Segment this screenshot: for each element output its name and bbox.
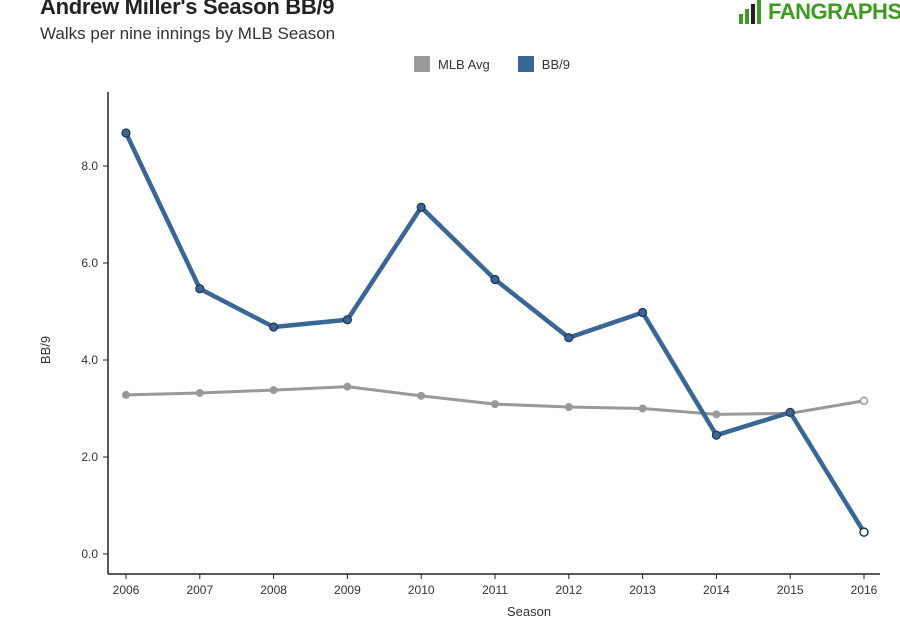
data-point-mlb-avg-2016[interactable] [859, 396, 869, 405]
data-point-bb9-2009[interactable] [342, 315, 352, 325]
y-tick-label: 8.0 [81, 159, 98, 173]
fangraphs-bars-icon [739, 0, 761, 24]
data-point-mlb-avg-2010[interactable] [417, 391, 426, 400]
data-point-mlb-avg-2008[interactable] [269, 386, 278, 395]
data-point-bb9-2010[interactable] [416, 202, 426, 212]
legend-label-bb9: BB/9 [541, 56, 570, 72]
legend-label-mlb-avg: MLB Avg [438, 56, 490, 72]
x-tick-label: 2006 [113, 583, 140, 597]
chart-legend: MLB Avg BB/9 [414, 56, 598, 72]
x-tick-label: 2015 [777, 583, 804, 597]
x-tick-label: 2009 [334, 583, 361, 597]
x-tick-label: 2014 [703, 583, 730, 597]
x-tick-label: 2016 [851, 583, 878, 597]
data-point-bb9-2013[interactable] [637, 307, 648, 318]
data-point-mlb-avg-2009[interactable] [343, 382, 352, 391]
x-tick-label: 2007 [186, 583, 213, 597]
y-tick-label: 0.0 [81, 547, 98, 561]
data-point-mlb-avg-2011[interactable] [491, 400, 499, 409]
data-point-bb9-2011[interactable] [490, 274, 500, 285]
chart-axes: 0.0 2.0 4.0 6.0 8.0 2006 2007 2008 2009 2010 2011 2… [38, 92, 880, 619]
x-tick-label: 2011 [482, 583, 508, 597]
data-point-bb9-2006[interactable] [121, 128, 131, 138]
y-axis-title: BB/9 [38, 336, 53, 364]
x-tick-label: 2010 [408, 583, 435, 597]
data-point-mlb-avg-2006[interactable] [122, 390, 130, 399]
data-point-mlb-avg-2012[interactable] [564, 403, 573, 412]
data-point-bb9-2008[interactable] [269, 322, 279, 332]
y-tick-label: 6.0 [81, 256, 98, 270]
data-point-bb9-2015[interactable] [785, 407, 795, 417]
data-point-mlb-avg-2007[interactable] [195, 388, 204, 397]
fangraphs-logo-text: FANGRAPHS [768, 0, 900, 24]
y-tick-label: 2.0 [81, 450, 98, 464]
data-point-mlb-avg-2013[interactable] [638, 404, 647, 413]
legend-swatch-bb9 [517, 56, 534, 72]
x-tick-label: 2008 [260, 583, 287, 597]
chart-title: Andrew Miller's Season BB/9 [40, 0, 335, 19]
chart-series-layer [121, 128, 869, 537]
chart-subtitle: Walks per nine innings by MLB Season [40, 24, 336, 43]
data-point-bb9-2007[interactable] [195, 284, 205, 294]
x-tick-label: 2012 [555, 583, 582, 597]
legend-swatch-mlb-avg [414, 56, 430, 72]
series-line-bb9[interactable] [123, 130, 867, 535]
data-point-bb9-2016[interactable] [859, 527, 869, 537]
data-point-mlb-avg-2014[interactable] [712, 410, 721, 419]
fangraphs-logo[interactable]: FANGRAPHS [738, 0, 900, 26]
x-tick-label: 2013 [629, 583, 656, 597]
y-tick-label: 4.0 [81, 353, 98, 367]
legend-item-bb9[interactable]: BB/9 [517, 56, 570, 72]
data-point-bb9-2012[interactable] [564, 333, 574, 343]
x-axis-title: Season [507, 604, 551, 619]
data-point-bb9-2014[interactable] [711, 430, 722, 440]
legend-item-mlb-avg[interactable]: MLB Avg [414, 56, 490, 72]
